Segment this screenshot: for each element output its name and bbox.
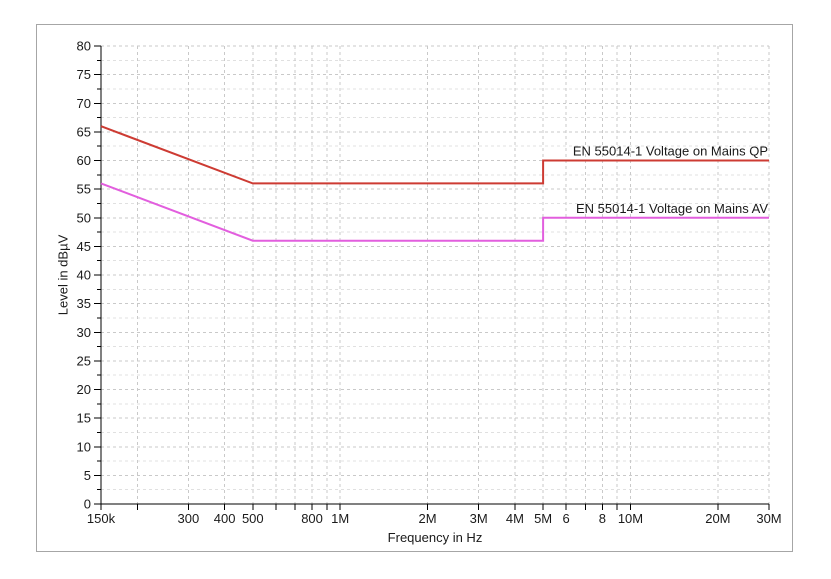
chart-canvas: 150k 300 400 500 800 1M 2M 3M 4M 5M 6 8 10M 20M 30M 0 5 1… [77,39,782,527]
x-tick-label: 4M [506,511,524,526]
y-tick-label: 10 [77,439,91,454]
y-tick-label: 20 [77,382,91,397]
x-tick-label: 500 [242,511,264,526]
y-tick-label: 60 [77,153,91,168]
y-tick-label: 25 [77,353,91,368]
x-tick-label: 150k [87,511,116,526]
x-tick-label: 300 [178,511,200,526]
series-line-qp [100,125,769,185]
x-tick-label: 10M [618,511,643,526]
x-tick-label: 8 [599,511,606,526]
y-tick-label: 40 [77,268,91,283]
y-tick-label: 70 [77,96,91,111]
y-tick-label: 75 [77,67,91,82]
chart-panel: 150k 300 400 500 800 1M 2M 3M 4M 5M 6 8 10M 20M 30M 0 5 1… [36,24,793,552]
x-tick-label: 30M [756,511,781,526]
series-label-av: EN 55014-1 Voltage on Mains AV [576,201,768,216]
y-tick-label: 50 [77,210,91,225]
x-tick-label: 5M [534,511,552,526]
y-tick-label: 80 [77,39,91,54]
series-label-qp: EN 55014-1 Voltage on Mains QP [573,144,768,159]
x-tick-label: 6 [562,511,569,526]
series-line-av [100,182,769,242]
x-tick-label: 20M [705,511,730,526]
y-tick-label: 0 [84,497,91,512]
x-tick-label: 400 [214,511,236,526]
y-tick-label: 35 [77,296,91,311]
y-tick-label: 45 [77,239,91,254]
y-tick-label: 15 [77,411,91,426]
y-tick-label: 65 [77,124,91,139]
x-axis-title: Frequency in Hz [387,530,483,545]
x-tick-label: 1M [331,511,349,526]
y-tick-label: 55 [77,182,91,197]
y-axis-title: Level in dBµV [55,234,71,316]
x-tick-label: 800 [301,511,323,526]
y-tick-label: 30 [77,325,91,340]
y-tick-label: 5 [84,468,91,483]
x-tick-label: 2M [419,511,437,526]
x-tick-label: 3M [470,511,488,526]
